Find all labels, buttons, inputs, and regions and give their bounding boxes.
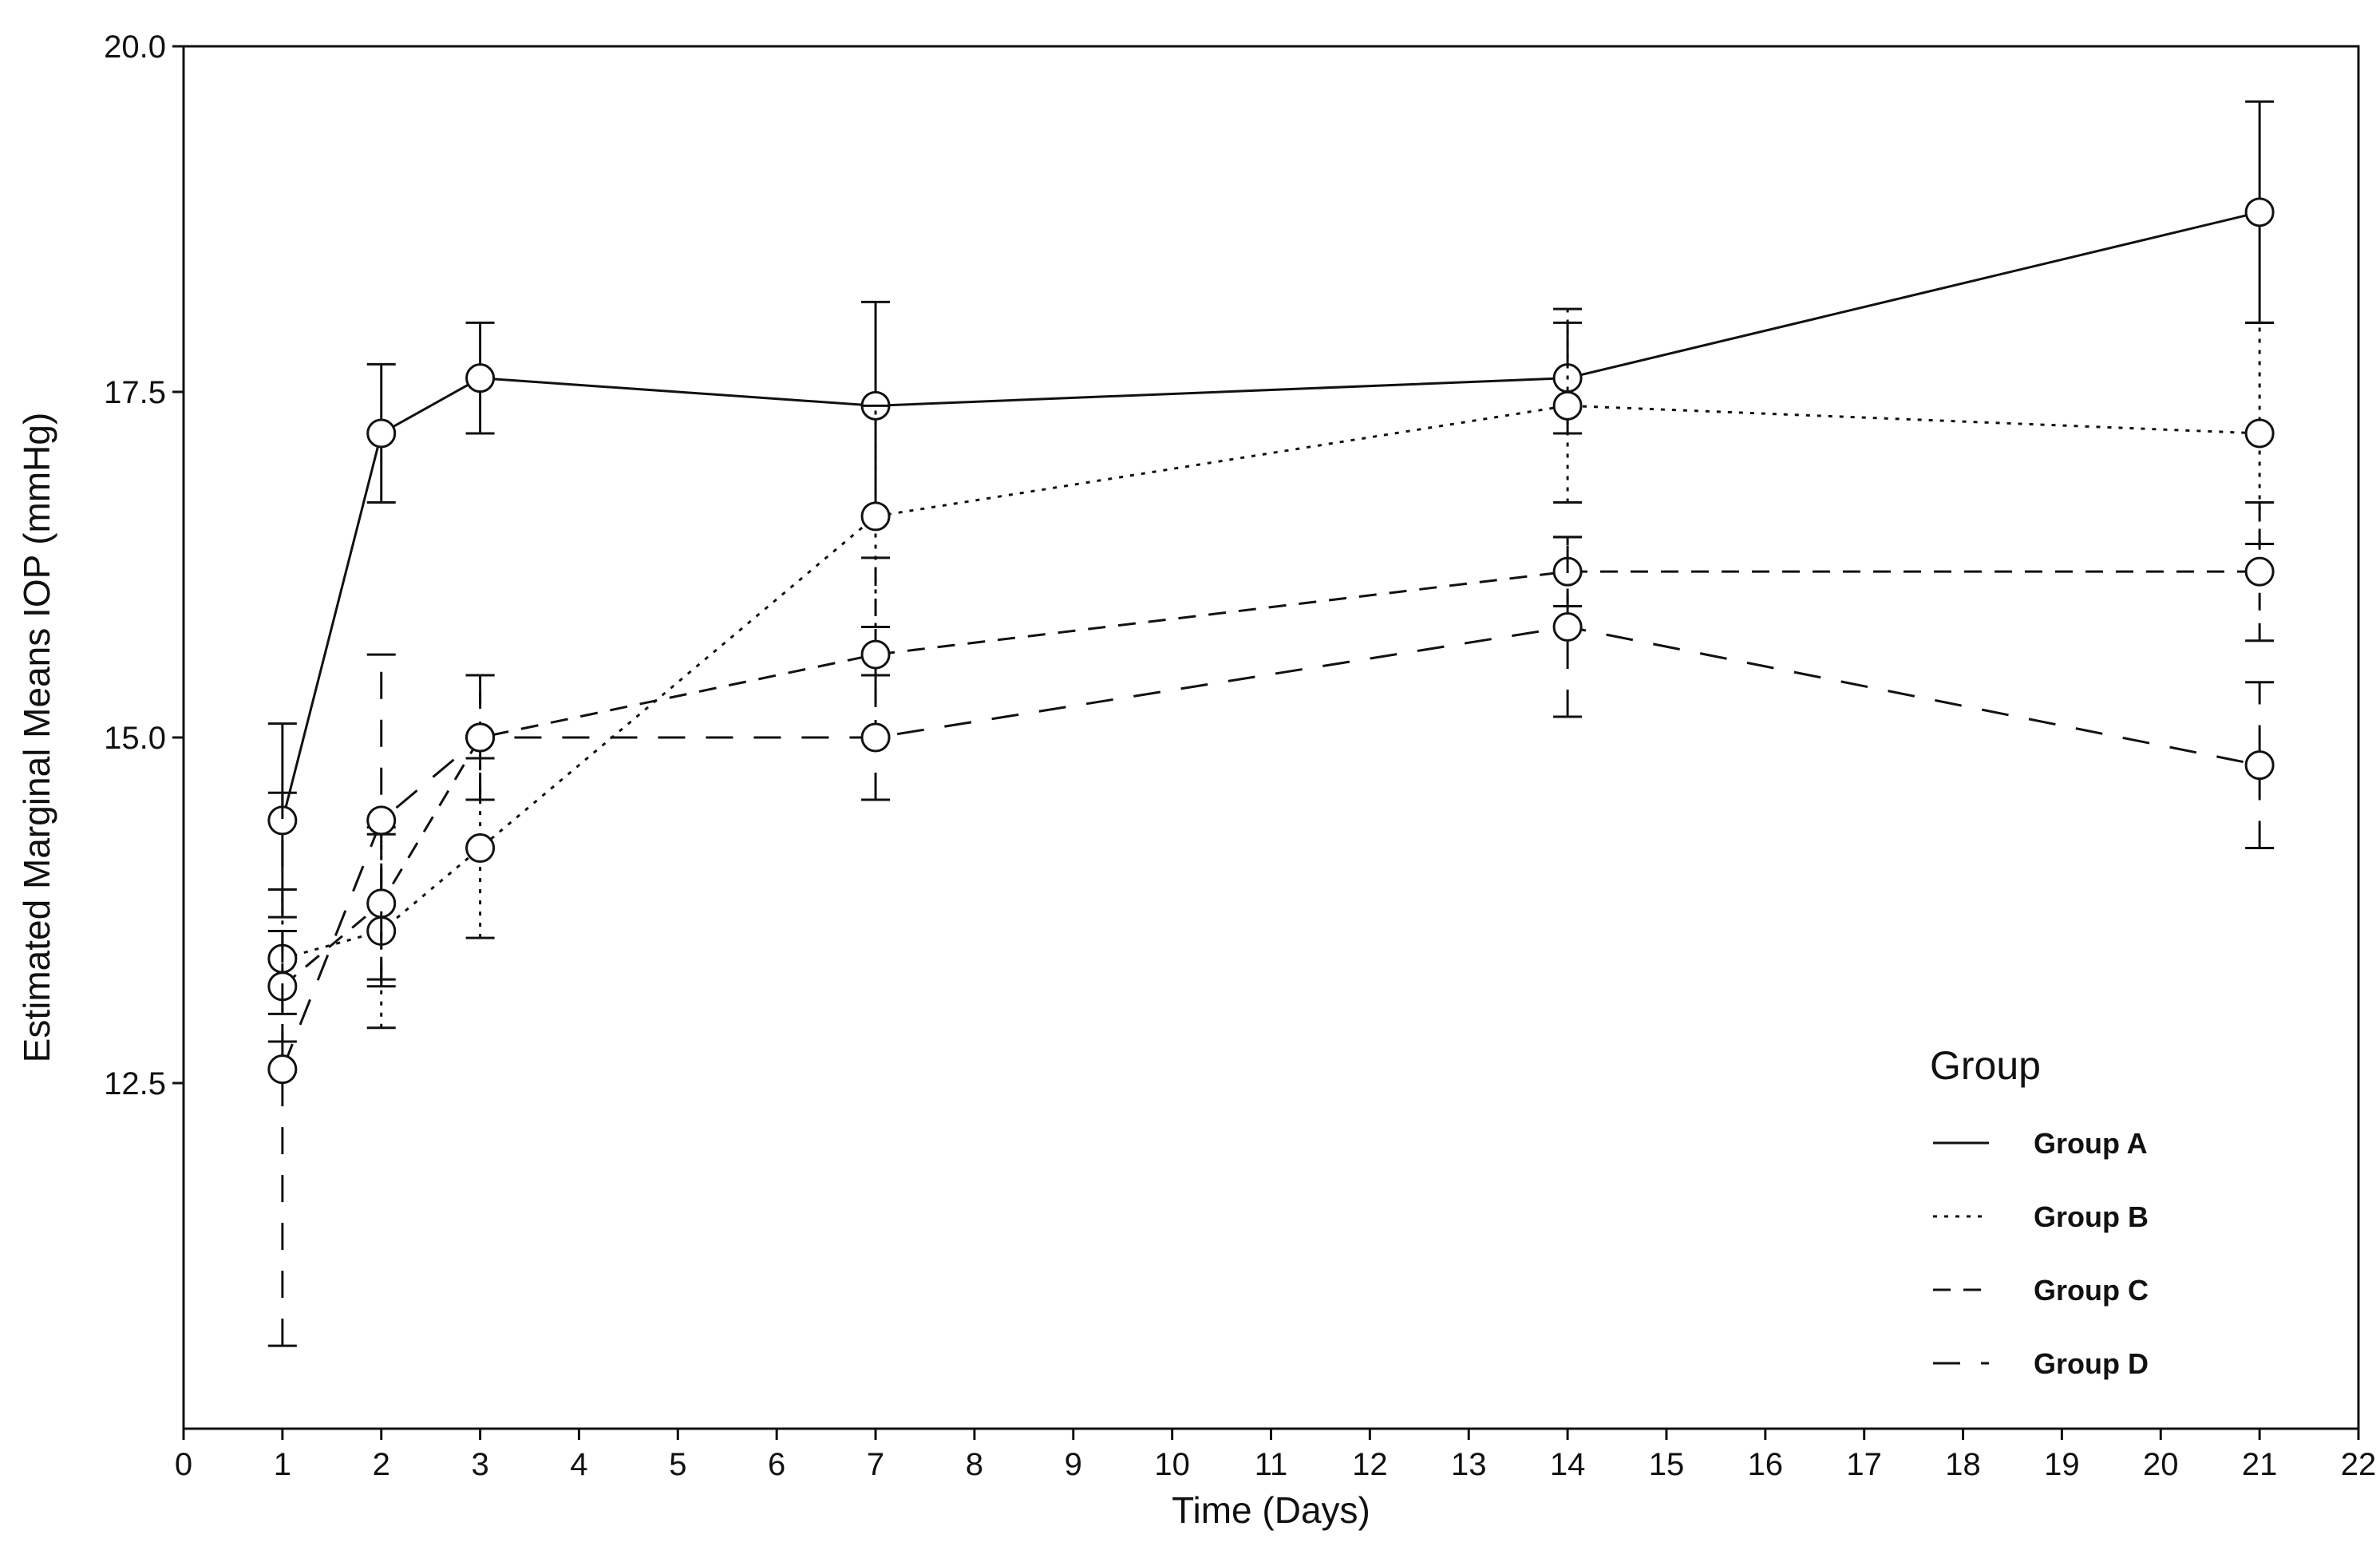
data-point — [465, 833, 496, 864]
x-tick-label: 9 — [1065, 1447, 1082, 1482]
data-point — [2244, 556, 2275, 587]
x-tick-label: 8 — [966, 1447, 983, 1482]
x-tick-label: 16 — [1748, 1447, 1784, 1482]
y-tick-label: 17.5 — [104, 375, 166, 410]
x-tick-label: 11 — [1255, 1447, 1288, 1482]
x-tick-label: 5 — [669, 1447, 686, 1482]
axes: 0 1 2 3 4 5 6 7 8 9 10 11 12 13 14 15 16 17 18 19 20 21 2212.5… — [104, 30, 2376, 1482]
x-tick-label: 6 — [768, 1447, 785, 1482]
x-tick-label: 22 — [2341, 1447, 2377, 1482]
y-axis-title: Estimated Marginal Means IOP (mmHg) — [16, 413, 57, 1063]
legend-title: Group — [1930, 1043, 2041, 1088]
x-tick-label: 18 — [1945, 1447, 1981, 1482]
legend-label: Group D — [2034, 1347, 2149, 1380]
x-tick-label: 10 — [1154, 1447, 1190, 1482]
plot-area — [182, 45, 2360, 1430]
x-tick-label: 12 — [1352, 1447, 1388, 1482]
y-tick-label: 12.5 — [104, 1066, 166, 1101]
data-point — [1552, 390, 1583, 421]
x-tick-label: 0 — [175, 1447, 192, 1482]
series-group — [267, 100, 2275, 1347]
data-point — [465, 363, 496, 393]
series-group-a — [267, 100, 2275, 919]
x-tick-label: 14 — [1550, 1447, 1586, 1482]
x-tick-label: 4 — [570, 1447, 587, 1482]
x-tick-label: 7 — [867, 1447, 884, 1482]
legend-label: Group C — [2034, 1274, 2149, 1307]
data-point — [2244, 197, 2275, 227]
x-tick-label: 19 — [2044, 1447, 2080, 1482]
x-axis-title: Time (Days) — [1172, 1489, 1370, 1531]
data-point — [366, 805, 397, 836]
legend: Group Group A Group B Group C Group D — [1930, 1043, 2149, 1380]
data-point — [465, 722, 496, 753]
y-tick-label: 20.0 — [104, 30, 166, 65]
x-tick-label: 13 — [1451, 1447, 1487, 1482]
x-tick-label: 2 — [373, 1447, 390, 1482]
series-line — [281, 211, 2260, 821]
data-point — [860, 639, 891, 670]
x-tick-label: 17 — [1846, 1447, 1882, 1482]
x-tick-label: 15 — [1649, 1447, 1685, 1482]
data-point — [2244, 418, 2275, 449]
series-group-b — [267, 307, 2275, 1030]
data-point — [267, 1054, 298, 1085]
data-point — [366, 418, 397, 449]
x-tick-label: 3 — [471, 1447, 488, 1482]
y-tick-label: 15.0 — [104, 721, 166, 756]
series-group-d — [267, 536, 2275, 1347]
series-line — [282, 404, 2260, 960]
series-line — [281, 625, 2260, 1070]
data-point — [2244, 750, 2275, 781]
data-point — [860, 722, 891, 753]
x-tick-label: 20 — [2143, 1447, 2179, 1482]
data-point — [1552, 611, 1583, 642]
data-point — [860, 501, 891, 532]
x-tick-label: 1 — [274, 1447, 291, 1482]
plot-border — [182, 45, 2360, 1430]
x-tick-label: 21 — [2242, 1447, 2278, 1482]
legend-label: Group A — [2034, 1127, 2148, 1160]
legend-label: Group B — [2034, 1200, 2149, 1233]
series-line — [281, 570, 2260, 987]
